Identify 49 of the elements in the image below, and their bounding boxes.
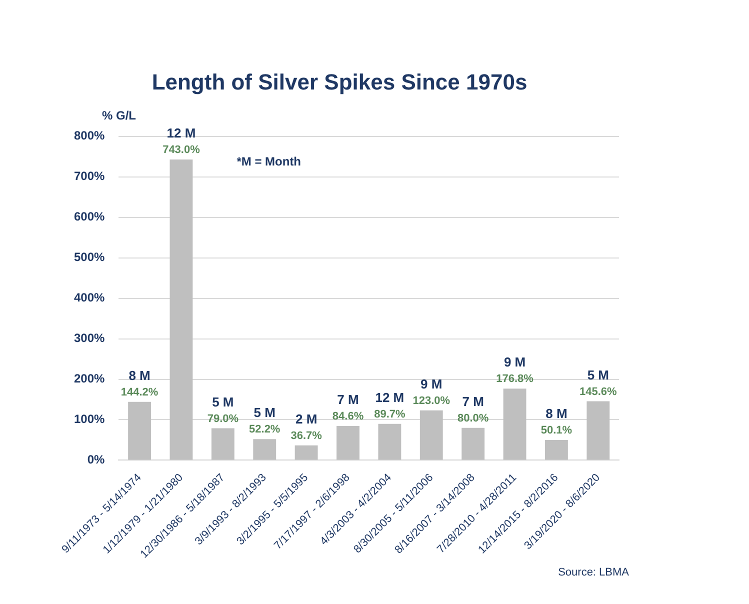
data-label: 79.0% (207, 412, 239, 425)
data-label: 145.6% (580, 386, 618, 398)
y-axis-title: % G/L (102, 108, 136, 123)
y-tick-label: 500% (74, 250, 106, 264)
annotation: 5 M (587, 367, 609, 382)
data-label: 80.0% (457, 412, 489, 424)
y-tick-label: 0% (87, 452, 106, 467)
bar (462, 428, 485, 460)
annotation: 8 M (128, 368, 150, 383)
annotation: 5 M (254, 405, 276, 420)
annotation: 12 M (375, 390, 404, 405)
bar (211, 428, 234, 460)
y-tick-label: 200% (74, 372, 106, 386)
data-label: 52.2% (249, 424, 280, 436)
bar (544, 440, 568, 460)
y-tick-label: 600% (74, 210, 106, 224)
y-tick-label: 800% (74, 128, 106, 143)
y-tick-label: 100% (74, 412, 106, 426)
data-label: 144.2% (120, 386, 158, 398)
bar (336, 426, 360, 460)
bar (170, 159, 193, 460)
annotation: *M = Month (236, 154, 302, 169)
data-label: 123.0% (412, 394, 450, 407)
bar (128, 402, 152, 460)
annotation: 7 M (337, 392, 359, 408)
data-label: 176.8% (496, 373, 534, 386)
data-label: 36.7% (290, 430, 322, 442)
bar (503, 388, 526, 460)
data-label: 743.0% (162, 144, 200, 156)
annotation: 12 M (166, 126, 196, 141)
annotation: 7 M (462, 394, 484, 409)
data-label: 89.7% (374, 408, 406, 420)
annotation: 5 M (212, 394, 234, 410)
bar (294, 445, 318, 460)
chart-title: Length of Silver Spikes Since 1970s (152, 69, 528, 94)
data-label: 84.6% (332, 410, 364, 423)
annotation: 9 M (420, 376, 442, 392)
annotation: 2 M (295, 411, 318, 426)
bar (253, 439, 276, 460)
bar (586, 401, 610, 460)
annotation: 9 M (504, 354, 526, 370)
source-note: Source: LBMA (558, 566, 630, 579)
y-tick-label: 300% (74, 331, 106, 346)
y-tick-label: 400% (74, 290, 106, 305)
bar (378, 424, 402, 460)
bar (420, 410, 443, 460)
data-label: 50.1% (540, 424, 572, 436)
annotation: 8 M (546, 406, 568, 422)
y-tick-label: 700% (74, 169, 106, 184)
